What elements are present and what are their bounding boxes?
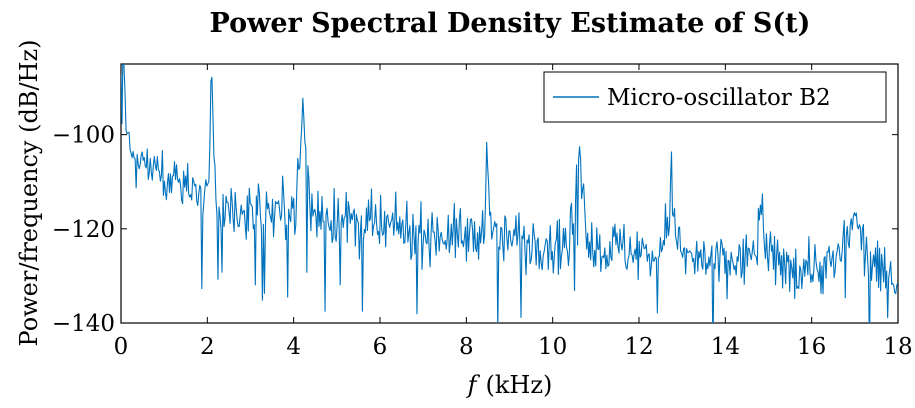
y-tick-label: −140 — [52, 311, 115, 337]
x-tick-label: 10 — [538, 334, 567, 360]
x-tick-label: 2 — [200, 334, 215, 360]
x-tick-label: 6 — [373, 334, 388, 360]
x-tick-label: 16 — [797, 334, 826, 360]
x-axis-label: f (kHz) — [466, 371, 553, 399]
legend-box — [543, 71, 887, 123]
x-tick-label: 8 — [459, 334, 474, 360]
x-tick-label: 18 — [883, 334, 912, 360]
legend-entry-label: Micro-oscillator B2 — [607, 85, 831, 111]
x-tick-label: 12 — [624, 334, 653, 360]
legend: Micro-oscillator B2 — [543, 71, 887, 123]
x-tick-label: 0 — [114, 334, 129, 360]
y-tick-label: −120 — [52, 217, 115, 243]
series-line — [121, 64, 898, 323]
axis-ticks: 0 2 4 6 8 10 12 14 16 18 −140 −120 −100 — [52, 64, 913, 360]
chart-title: Power Spectral Density Estimate of S(t) — [210, 8, 811, 39]
y-axis-label: Power/frequency (dB/Hz) — [15, 40, 43, 347]
y-tick-label: −100 — [52, 123, 115, 149]
x-tick-label: 14 — [711, 334, 740, 360]
x-axis-label-unit: (kHz) — [486, 371, 553, 399]
plot-frame — [120, 63, 899, 324]
x-tick-label: 4 — [286, 334, 301, 360]
series-layer — [121, 64, 898, 323]
x-axis-label-var: f — [466, 371, 481, 399]
